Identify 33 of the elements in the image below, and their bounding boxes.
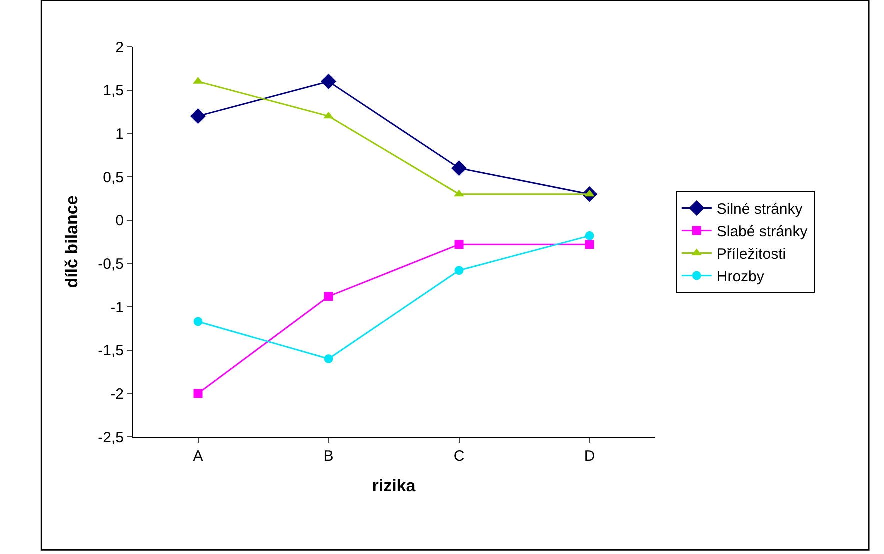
y-tick-label: 0 xyxy=(116,212,124,230)
y-tick-label: -2 xyxy=(110,386,124,403)
point xyxy=(324,292,334,302)
x-tick-label: C xyxy=(454,448,465,465)
point xyxy=(190,108,206,124)
point xyxy=(585,231,594,240)
point xyxy=(324,354,334,364)
point xyxy=(451,160,468,176)
y-tick-label: -0,5 xyxy=(98,256,124,273)
y-tick-label: -1 xyxy=(110,299,124,316)
y-tick-label: -2,5 xyxy=(98,429,124,446)
x-tick-label: D xyxy=(584,448,596,465)
point xyxy=(194,317,203,326)
point xyxy=(324,112,334,119)
legend-label: Slabé stránky xyxy=(716,224,808,241)
y-tick-label: 2 xyxy=(116,39,124,56)
y-axis-title: dílč bilance xyxy=(62,196,82,288)
legend-label: Příležitosti xyxy=(716,246,786,264)
point xyxy=(454,266,464,276)
x-axis-title: rizika xyxy=(372,476,416,496)
point xyxy=(194,389,203,398)
point xyxy=(454,190,464,197)
point xyxy=(585,240,594,250)
y-tick-label: -1,5 xyxy=(98,342,124,360)
x-tick-label: B xyxy=(324,448,334,465)
y-tick-label: 1,5 xyxy=(103,82,124,100)
legend-label: Hrozby xyxy=(716,268,765,286)
point xyxy=(320,74,337,90)
y-tick-label: 0,5 xyxy=(103,169,124,186)
x-tick-label: A xyxy=(193,448,204,465)
point xyxy=(454,240,464,250)
y-tick-label: 1 xyxy=(116,126,124,143)
legend-label: Silné stránky xyxy=(716,201,804,218)
